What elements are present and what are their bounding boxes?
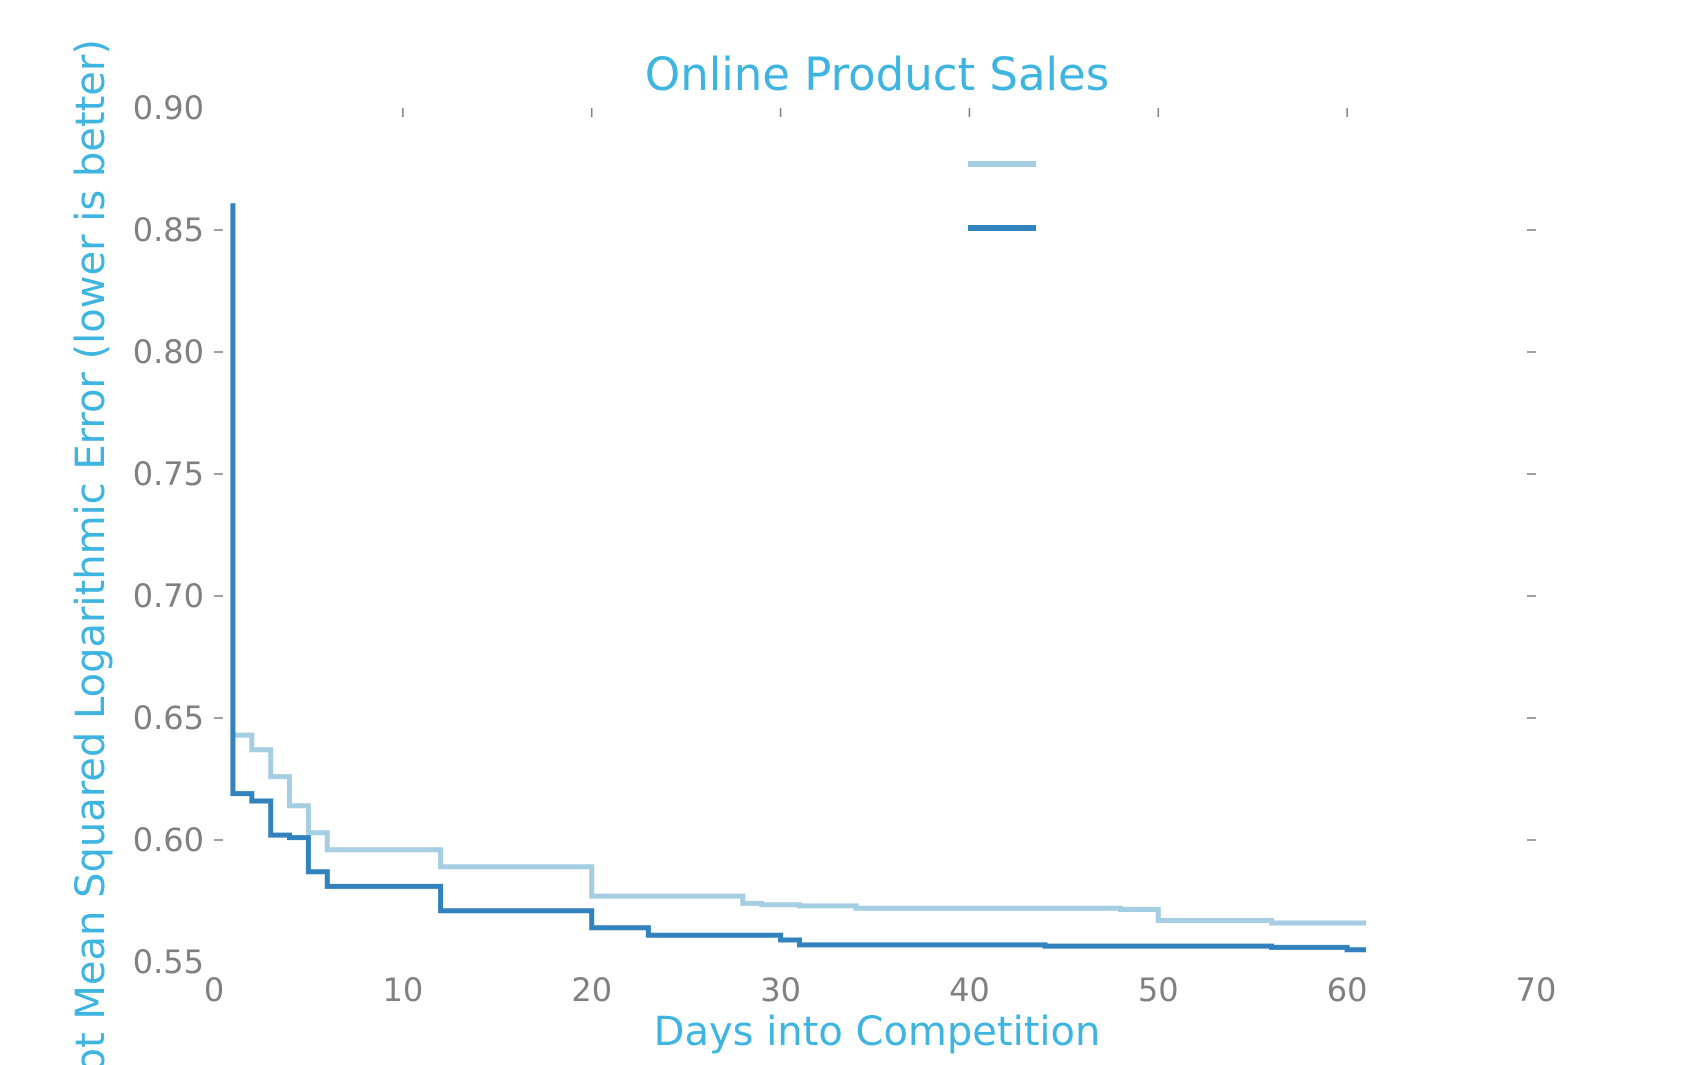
x-tick-label: 60 — [1327, 971, 1368, 1009]
y-tick-label: 0.65 — [133, 699, 204, 737]
legend — [968, 161, 1036, 231]
x-tick-label: 30 — [760, 971, 801, 1009]
x-tick-label: 70 — [1516, 971, 1557, 1009]
series-group — [230, 203, 1366, 953]
x-axis-label: Days into Competition — [654, 1009, 1101, 1055]
y-tick-label: 0.85 — [133, 211, 204, 249]
y-axis-label: Root Mean Squared Logarithmic Error (low… — [68, 39, 114, 1065]
series-line-1 — [232, 732, 1366, 926]
y-tick-label: 0.90 — [133, 89, 204, 127]
axis-ticks: 0 10 20 30 40 50 60 70 0.55 0.60 0.65 0.70 0.75 0.80 0… — [133, 89, 1557, 1009]
x-tick-label: 50 — [1138, 971, 1179, 1009]
y-tick-label: 0.75 — [133, 455, 204, 493]
y-tick-label: 0.80 — [133, 333, 204, 371]
y-tick-label: 0.55 — [133, 943, 204, 981]
chart-title: Online Product Sales — [645, 48, 1109, 101]
x-tick-label: 40 — [949, 971, 990, 1009]
x-tick-label: 10 — [382, 971, 423, 1009]
x-tick-label: 20 — [571, 971, 612, 1009]
series-line-2 — [230, 203, 1366, 953]
y-tick-label: 0.70 — [133, 577, 204, 615]
x-tick-label: 0 — [204, 971, 224, 1009]
y-tick-label: 0.60 — [133, 821, 204, 859]
